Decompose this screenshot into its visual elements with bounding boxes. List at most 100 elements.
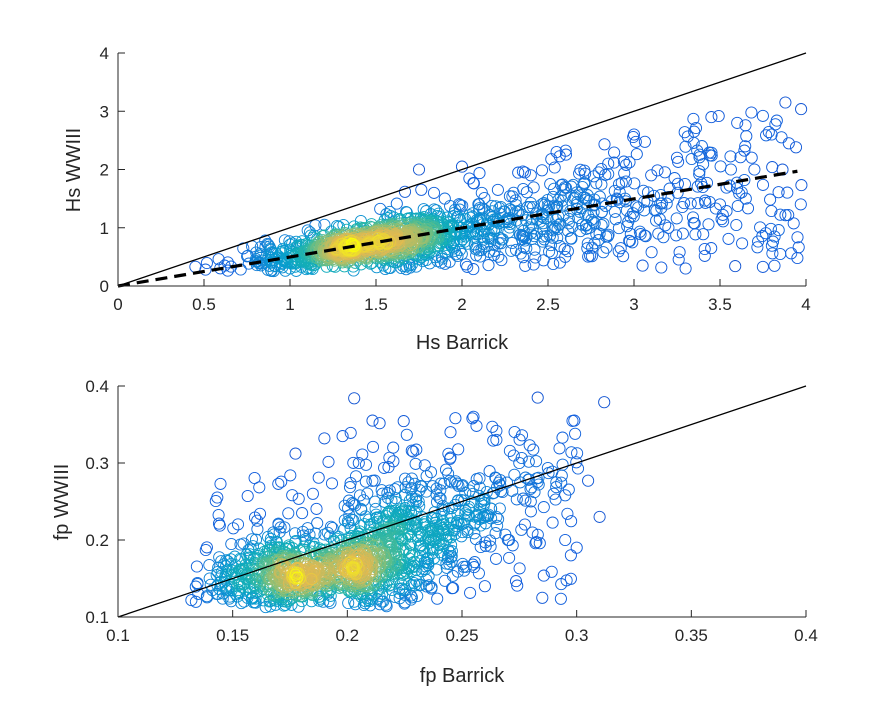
hs-data-point	[524, 169, 537, 182]
fp-data-point	[203, 572, 216, 585]
fp-data-point	[256, 574, 269, 587]
hs-data-point	[709, 202, 722, 215]
hs-data-point	[615, 176, 628, 189]
fp-data-point	[455, 530, 468, 543]
fp-data-point	[513, 433, 526, 446]
fp-x-tick-label: 0.1	[106, 626, 130, 645]
hs-data-point	[546, 220, 559, 233]
fp-data-point	[556, 431, 569, 444]
fp-data-point	[400, 428, 413, 441]
hs-data-point	[537, 217, 550, 230]
fp-data-point	[212, 517, 226, 530]
fp-data-point	[399, 472, 412, 485]
fp-data-point	[449, 498, 462, 511]
hs-data-point	[559, 148, 573, 161]
fp-data-point	[311, 517, 324, 530]
hs-data-point	[491, 183, 504, 196]
hs-data-point	[766, 247, 779, 260]
hs-data-point	[531, 227, 544, 240]
fp-data-point	[405, 444, 418, 457]
hs-data-point	[545, 153, 558, 166]
hs-data-point	[764, 222, 777, 235]
fp-data-point	[471, 509, 484, 522]
hs-data-point	[526, 232, 539, 245]
fp-scatter-panel: 0.1 0.15 0.2 0.25 0.3 0.35 0.4 0.1 0.2 0.3 0.4 fp …	[51, 377, 818, 687]
fp-data-point	[523, 439, 536, 452]
hs-data-point	[546, 224, 559, 237]
hs-data-point	[567, 192, 580, 205]
fp-data-point	[466, 412, 479, 425]
fp-data-point	[424, 530, 437, 543]
hs-data-point	[503, 203, 516, 216]
hs-data-point	[705, 149, 718, 162]
fp-data-point	[550, 476, 563, 489]
hs-data-point	[520, 214, 533, 227]
hs-data-point	[581, 237, 594, 250]
fp-data-point	[268, 548, 281, 561]
fp-data-point	[443, 546, 456, 559]
fp-data-point	[228, 550, 241, 563]
hs-data-point	[738, 144, 751, 157]
fp-data-point	[444, 426, 457, 439]
hs-data-point	[736, 237, 749, 250]
fp-data-point	[366, 474, 379, 487]
hs-data-point	[628, 177, 641, 190]
hs-data-point	[526, 200, 539, 214]
hs-one-to-one-line	[117, 52, 807, 287]
hs-data-point	[605, 195, 618, 208]
hs-data-point	[624, 228, 637, 241]
fp-data-point	[389, 551, 402, 564]
hs-data-point	[691, 144, 704, 157]
hs-data-point	[612, 222, 625, 235]
fp-data-point	[456, 526, 469, 539]
fp-data-point	[383, 484, 396, 497]
fp-data-point	[475, 497, 488, 510]
hs-data-point	[548, 161, 561, 174]
hs-data-point	[670, 212, 683, 225]
fp-data-point	[231, 518, 245, 531]
fp-data-point	[383, 523, 396, 536]
fp-data-point	[413, 500, 426, 513]
hs-data-point	[590, 177, 603, 190]
fp-data-point	[289, 447, 302, 460]
hs-data-point	[516, 165, 529, 178]
fp-y-axis-label: fp WWIII	[51, 464, 73, 541]
hs-data-point	[528, 230, 541, 243]
fp-data-point	[503, 551, 516, 564]
fp-data-point	[545, 565, 558, 578]
hs-data-point	[630, 148, 643, 161]
hs-data-point	[463, 172, 476, 185]
fp-data-point	[389, 492, 402, 505]
fp-data-point	[470, 419, 483, 432]
hs-data-point	[766, 161, 779, 174]
hs-data-point	[781, 186, 794, 199]
fp-data-point	[349, 499, 362, 512]
hs-data-point	[543, 245, 556, 258]
fp-data-point	[514, 476, 527, 489]
fp-data-point	[348, 392, 361, 405]
hs-data-point	[735, 186, 748, 199]
fp-data-point	[373, 549, 386, 562]
fp-data-point	[424, 466, 438, 479]
fp-data-point	[291, 571, 304, 584]
fp-data-point	[470, 473, 483, 486]
hs-data-point	[679, 140, 692, 153]
hs-data-point	[691, 197, 704, 210]
hs-data-point	[722, 232, 735, 245]
fp-data-point	[209, 494, 222, 508]
hs-data-point	[772, 186, 785, 199]
fp-data-point	[524, 505, 537, 518]
hs-data-point	[645, 246, 658, 259]
hs-data-point	[787, 217, 800, 230]
fp-y-tick-label: 0.3	[85, 454, 109, 473]
fp-data-point	[477, 511, 490, 524]
hs-data-point	[597, 246, 610, 259]
fp-data-point	[546, 516, 559, 529]
hs-data-point	[550, 213, 563, 226]
hs-data-point	[782, 137, 795, 150]
hs-data-point	[673, 246, 686, 259]
hs-data-point	[779, 96, 792, 109]
fp-data-point	[420, 485, 433, 498]
hs-data-point	[678, 197, 691, 210]
hs-data-point	[454, 213, 467, 226]
